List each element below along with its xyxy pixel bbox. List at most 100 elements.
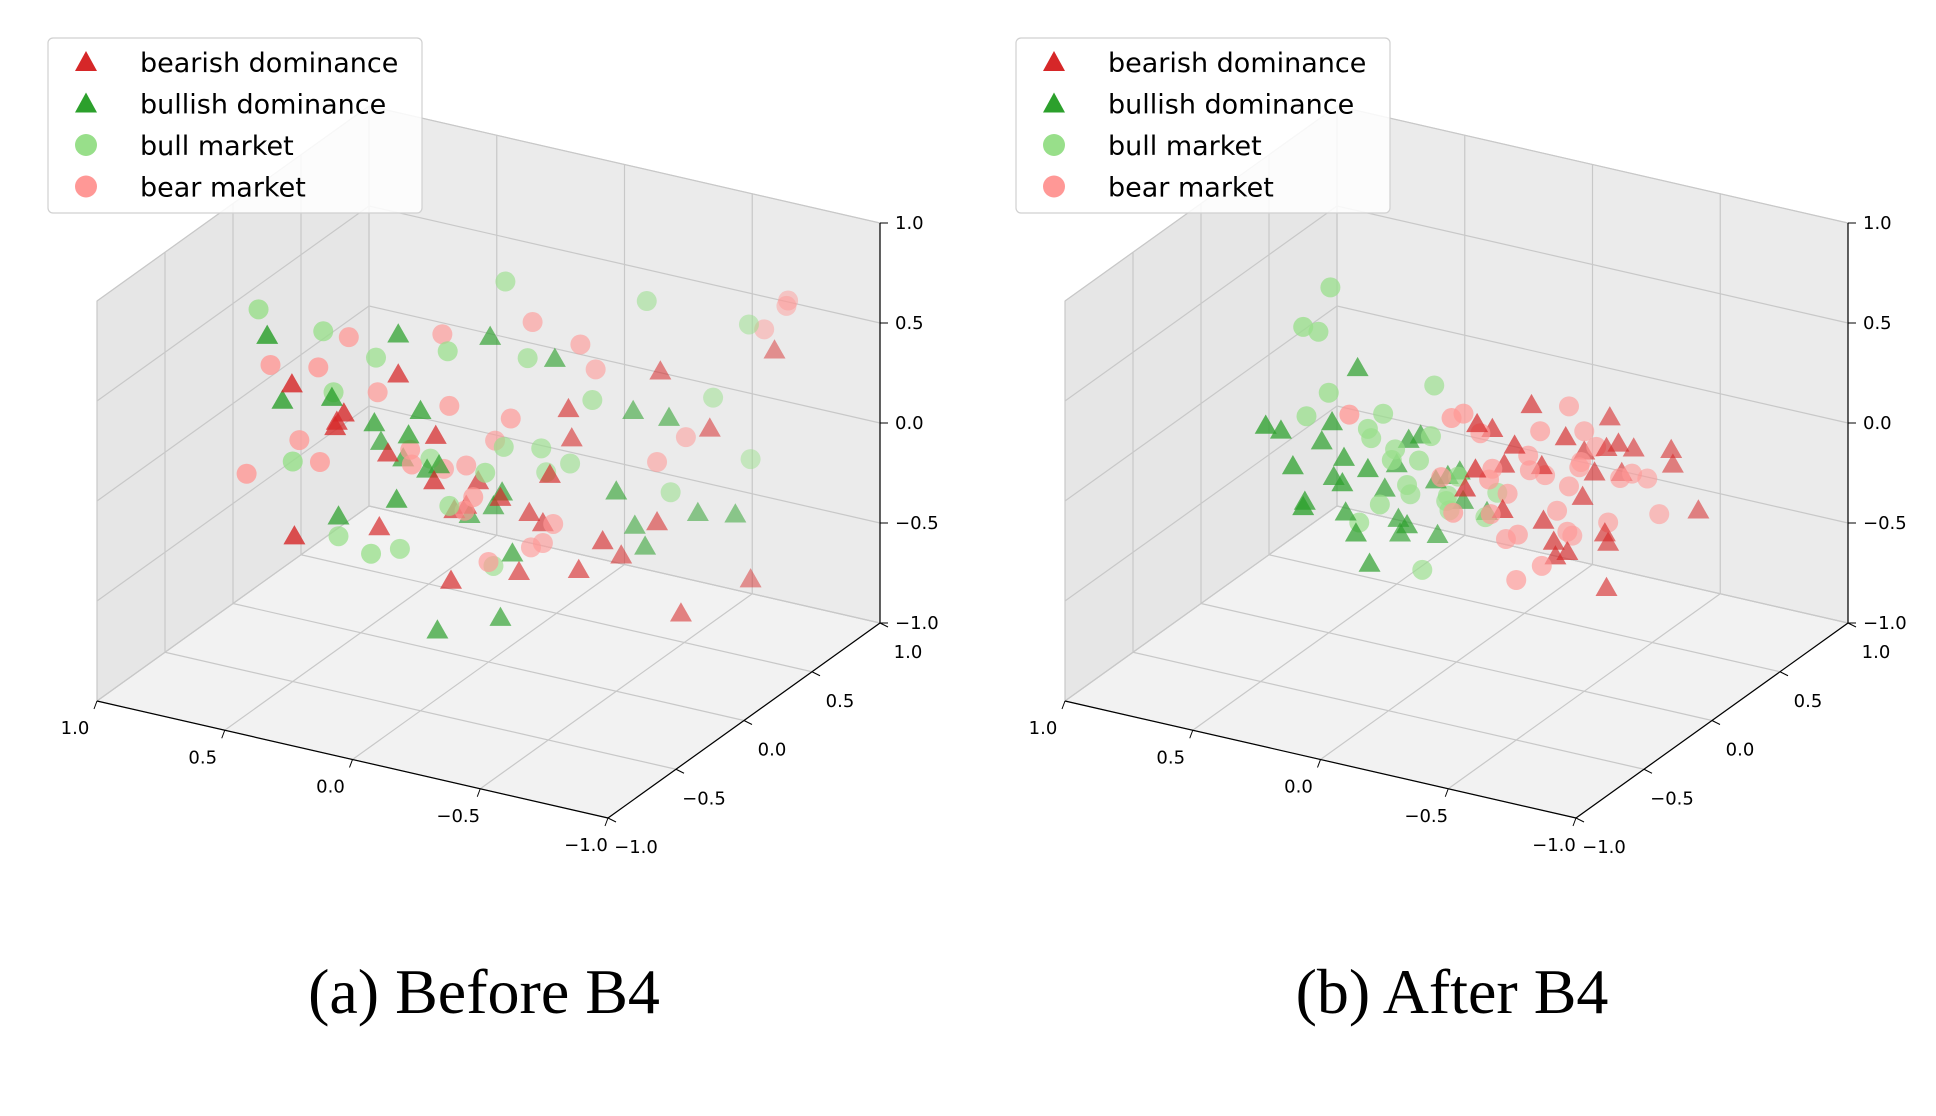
bull-market-point	[517, 348, 538, 369]
bear-market-point	[1569, 457, 1590, 478]
y-tick	[1779, 671, 1789, 677]
bullish-dominance-point	[1269, 419, 1292, 439]
legend-marker	[1043, 175, 1065, 198]
bearish-dominance-point	[1607, 432, 1630, 452]
bear-market-point	[1547, 500, 1568, 521]
bear-market-point	[1637, 468, 1658, 489]
bullish-dominance-point	[623, 514, 646, 534]
bear-market-point	[778, 290, 799, 311]
y-tick-label: −1.0	[614, 837, 658, 858]
bear-market-point	[532, 533, 553, 553]
bear-market-point	[1480, 504, 1501, 525]
legend-marker	[1043, 134, 1065, 156]
z-tick-label: −0.5	[1863, 513, 1907, 534]
scatter-3d-after: 1.0 0.5 0.0 −0.5 −1.0 −1.0 −0.5 0.0 0.5 1.0 1.0 0.5…	[1015, 37, 1907, 858]
bearish-dominance-point	[1660, 438, 1683, 458]
bearish-dominance-point	[1464, 458, 1487, 478]
x-tick-label: 1.0	[1029, 718, 1058, 739]
legend-label: bull market	[140, 131, 294, 162]
legend-label: bear market	[1108, 173, 1274, 204]
gridline	[1336, 305, 1849, 424]
legend-marker	[75, 134, 97, 156]
bull-market-point	[248, 299, 269, 320]
bull-market-point	[1412, 559, 1433, 580]
x-tick	[1189, 730, 1194, 739]
bearish-dominance-point	[1532, 509, 1555, 529]
bull-market-point	[1381, 450, 1402, 471]
bear-market-point	[1559, 476, 1579, 497]
bear-market-point	[401, 454, 422, 475]
x-tick	[1317, 759, 1321, 768]
bearish-dominance-point	[1520, 393, 1543, 414]
legend-label: bullish dominance	[1108, 90, 1354, 121]
bullish-dominance-point	[1396, 513, 1419, 534]
bull-market-point	[1424, 375, 1445, 396]
bull-market-point	[560, 453, 581, 474]
bullish-dominance-point	[1334, 501, 1357, 521]
z-tick-label: −0.5	[895, 513, 939, 534]
bullish-dominance-point	[634, 535, 657, 555]
bear-market-point	[432, 324, 453, 345]
bullish-dominance-point	[1344, 522, 1367, 542]
bull-market-point	[1293, 316, 1314, 337]
bear-market-point	[1441, 408, 1462, 429]
y-tick-label: −0.5	[682, 788, 726, 809]
bear-market-point	[400, 439, 421, 460]
bear-market-point	[309, 452, 330, 472]
legend-label: bearish dominance	[1108, 48, 1366, 79]
bullish-dominance-point	[489, 606, 512, 626]
bear-market-point	[308, 357, 329, 378]
bear-market-point	[1622, 463, 1643, 484]
y-tick-label: 0.0	[758, 740, 787, 761]
gridline	[96, 505, 370, 702]
y-tick-label: 0.0	[1726, 740, 1755, 761]
bear-market-point	[1574, 421, 1595, 442]
bearish-dominance-point	[669, 602, 692, 622]
gridline	[368, 205, 881, 324]
bearish-dominance-point	[1598, 406, 1621, 426]
bearish-dominance-point	[610, 544, 633, 564]
bearish-dominance-point	[1554, 426, 1577, 446]
y-tick	[1711, 720, 1721, 725]
bull-market-point	[740, 449, 761, 470]
bear-market-point	[338, 327, 359, 348]
bearish-dominance-point	[424, 424, 447, 444]
bear-market-point	[570, 334, 591, 355]
x-tick-label: −1.0	[1532, 835, 1576, 856]
y-tick	[675, 768, 685, 774]
x-tick-label: −0.5	[1404, 806, 1448, 827]
gridline	[1200, 602, 1713, 722]
bullish-dominance-point	[1346, 356, 1369, 377]
bull-market-point	[1397, 474, 1418, 495]
bullish-dominance-point	[1426, 523, 1449, 543]
gridline	[1064, 505, 1338, 702]
bullish-dominance-point	[428, 453, 451, 474]
y-tick	[743, 720, 753, 725]
gridline	[1268, 554, 1781, 673]
x-tick-label: 0.5	[1156, 747, 1185, 768]
bull-market-point	[1318, 382, 1339, 403]
gridline	[1336, 105, 1849, 224]
bull-market-point	[1420, 426, 1441, 447]
bear-market-point	[500, 408, 521, 429]
bullish-dominance-point	[1281, 454, 1304, 475]
bearish-dominance-point	[280, 373, 303, 393]
bull-market-point	[703, 387, 724, 408]
gridline	[1336, 205, 1849, 324]
x-tick	[1444, 788, 1449, 797]
bear-market-point	[1531, 555, 1552, 576]
y-tick	[607, 817, 617, 823]
bearish-dominance-point	[1542, 530, 1565, 550]
bullish-dominance-point	[658, 406, 680, 426]
bearish-dominance-point	[376, 442, 399, 462]
bull-market-point	[660, 482, 681, 503]
z-tick-label: 0.0	[1863, 413, 1892, 434]
gridline	[96, 205, 370, 402]
bull-market-point	[1369, 494, 1390, 515]
y-tick	[811, 671, 821, 677]
x-tick-label: 1.0	[61, 718, 90, 739]
bullish-dominance-point	[320, 386, 343, 406]
points-layer	[236, 271, 799, 639]
bull-market-point	[738, 314, 759, 335]
bearish-dominance-point	[1583, 461, 1606, 481]
